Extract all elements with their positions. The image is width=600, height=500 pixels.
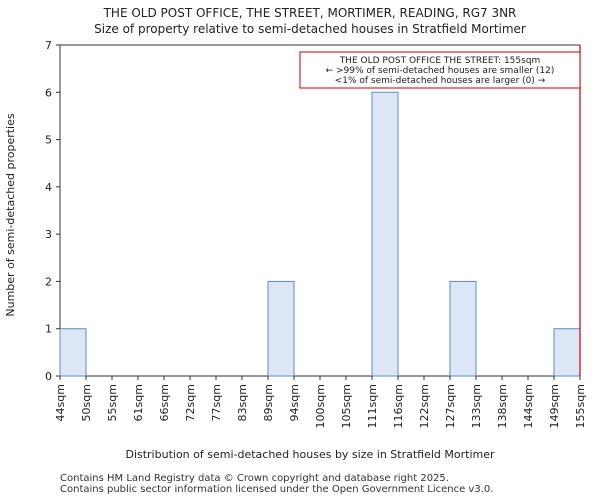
x-tick-label: 155sqm <box>574 384 587 428</box>
bar-149sqm <box>553 328 581 377</box>
annotation-line-2: ← >99% of semi-detached houses are small… <box>326 66 555 76</box>
bar-44sqm <box>59 328 87 377</box>
plot-area <box>59 44 581 377</box>
x-tick-label: 89sqm <box>262 384 275 421</box>
x-axis: 44sqm 50sqm 55sqm 61sqm 66sqm 72sqm 77sqm 83sqm… <box>54 376 587 428</box>
x-tick-label: 77sqm <box>210 384 223 421</box>
x-tick-label: 72sqm <box>184 384 197 421</box>
annotation-frame <box>299 51 581 89</box>
x-tick-label: 105sqm <box>340 384 353 428</box>
y-axis: 0 1 2 3 4 5 6 7 <box>45 39 60 383</box>
y-tick-label: 4 <box>45 181 52 194</box>
bar-127sqm <box>449 280 477 377</box>
x-tick-label: 122sqm <box>418 384 431 428</box>
footer-copyright: Contains HM Land Registry data © Crown c… <box>60 473 449 484</box>
x-axis-label: Distribution of semi-detached houses by … <box>125 448 495 461</box>
annotation-line-3: <1% of semi-detached houses are larger (… <box>335 76 546 86</box>
x-tick-label: 149sqm <box>548 384 561 428</box>
x-tick-label: 144sqm <box>522 384 535 428</box>
x-tick-label: 111sqm <box>366 384 379 428</box>
x-tick-label: 66sqm <box>158 384 171 421</box>
x-tick-label: 44sqm <box>54 384 67 421</box>
chart-subtitle: Size of property relative to semi-detach… <box>94 22 526 36</box>
x-tick-label: 100sqm <box>314 384 327 428</box>
bars-group <box>59 91 581 377</box>
annotation-box: THE OLD POST OFFICE THE STREET: 155sqm ←… <box>299 51 581 89</box>
x-tick-label: 138sqm <box>496 384 509 428</box>
x-tick-label: 50sqm <box>80 384 93 421</box>
bar-111sqm <box>371 91 399 377</box>
y-tick-label: 1 <box>45 323 52 336</box>
x-tick-label: 133sqm <box>470 384 483 428</box>
y-axis-label: Number of semi-detached properties <box>4 113 17 316</box>
y-tick-label: 0 <box>45 370 52 383</box>
x-tick-label: 55sqm <box>106 384 119 421</box>
annotation-line-1: THE OLD POST OFFICE THE STREET: 155sqm <box>339 56 541 66</box>
y-tick-label: 2 <box>45 275 52 288</box>
x-tick-label: 94sqm <box>288 384 301 421</box>
y-tick-label: 7 <box>45 39 52 52</box>
chart-title: THE OLD POST OFFICE, THE STREET, MORTIME… <box>103 6 517 20</box>
y-tick-label: 3 <box>45 228 52 241</box>
x-tick-label: 116sqm <box>392 384 405 428</box>
x-tick-label: 127sqm <box>444 384 457 428</box>
bar-89sqm <box>267 280 295 377</box>
y-tick-label: 6 <box>45 86 52 99</box>
x-tick-label: 83sqm <box>236 384 249 421</box>
x-tick-label: 61sqm <box>132 384 145 421</box>
footer-licence: Contains public sector information licen… <box>60 484 494 495</box>
y-tick-label: 5 <box>45 134 52 147</box>
